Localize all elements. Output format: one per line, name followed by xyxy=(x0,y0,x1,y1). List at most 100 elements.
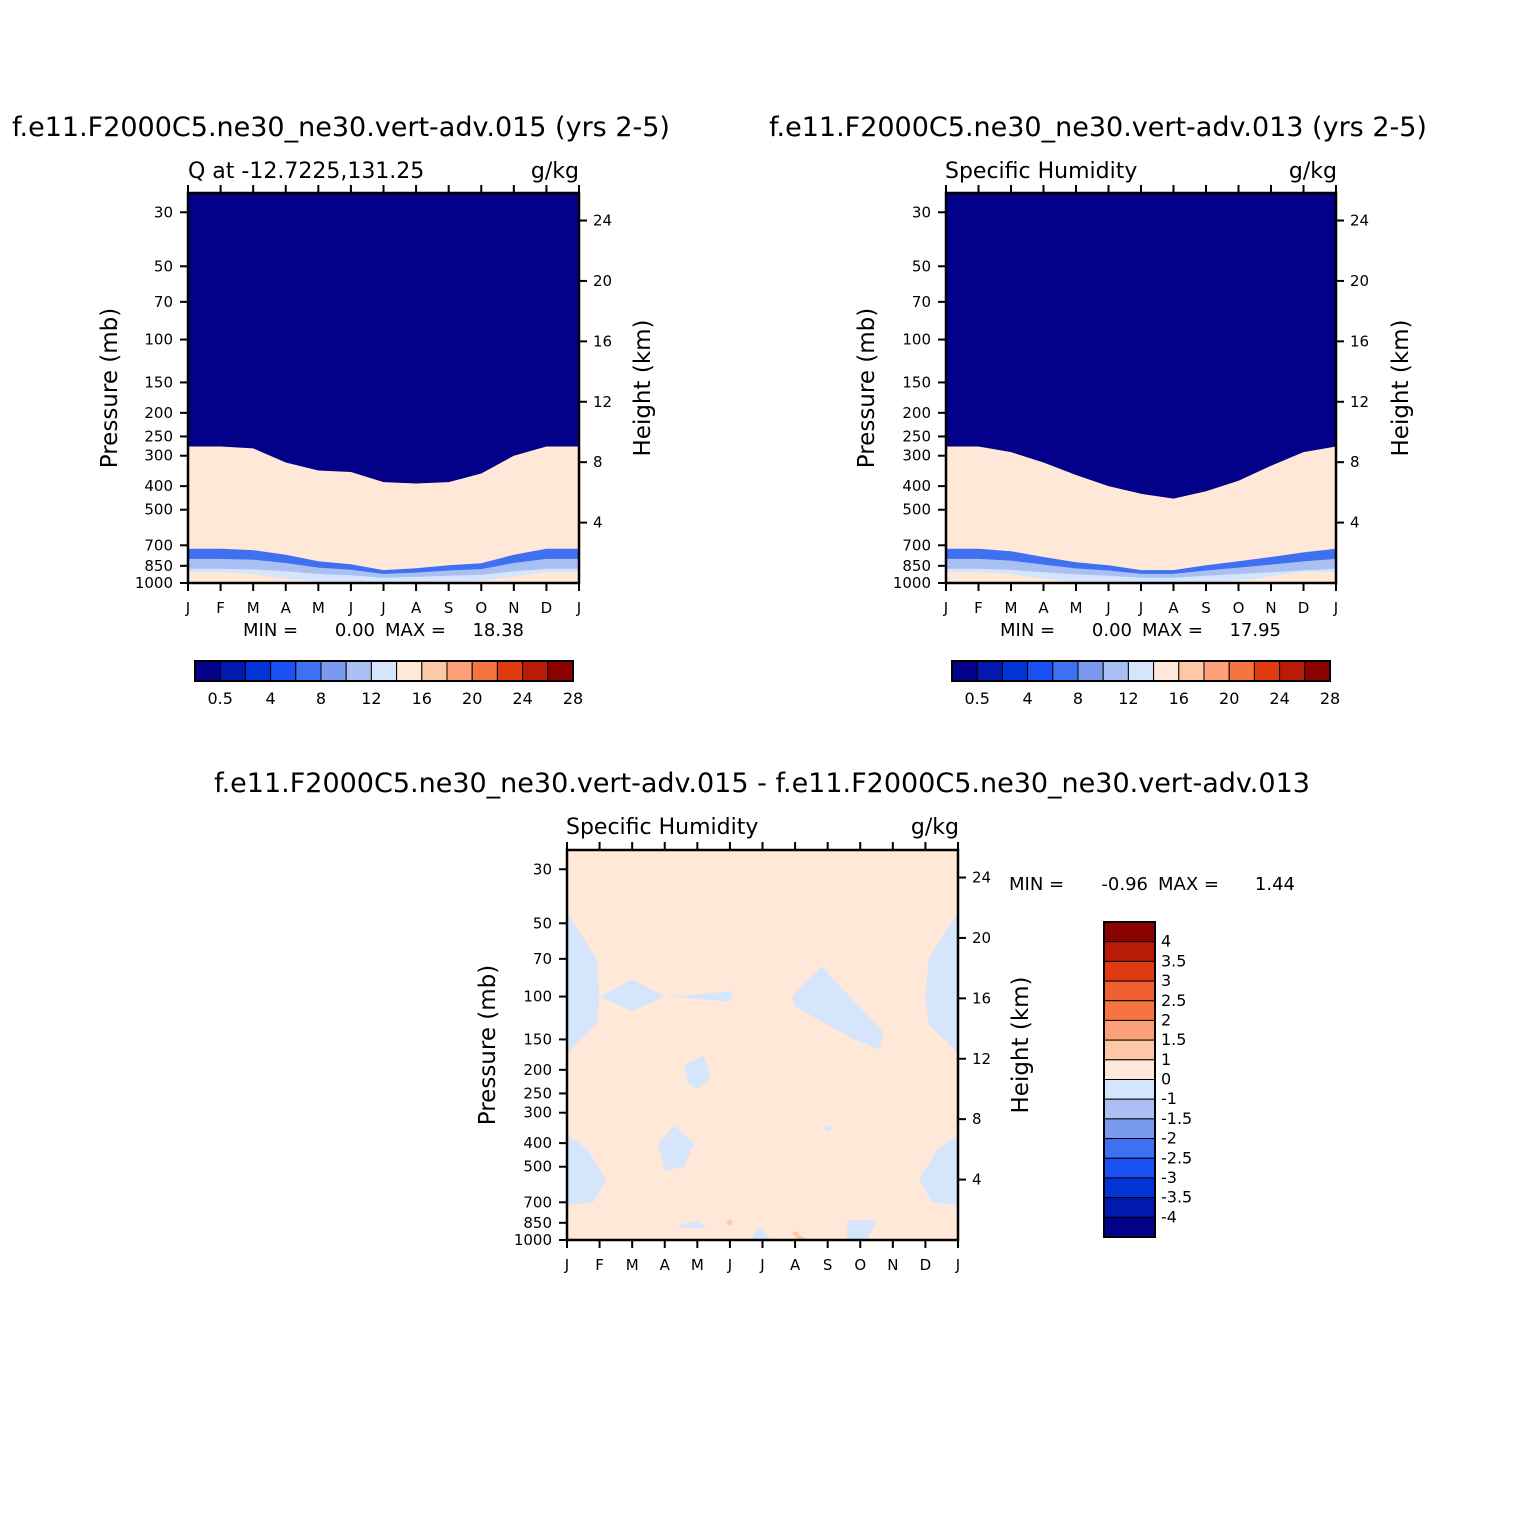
x-tick-label: F xyxy=(595,1256,604,1274)
panel2-subtitle-left: Specific Humidity xyxy=(945,159,1137,184)
x-tick-label: N xyxy=(1265,599,1276,617)
y2-tick-label: 20 xyxy=(1350,272,1369,290)
colorbar-swatch xyxy=(1203,660,1230,682)
y-tick-label: 400 xyxy=(144,477,173,495)
colorbar-frame xyxy=(194,660,574,682)
colorbar-swatch xyxy=(1103,1019,1156,1041)
colorbar-label: -1 xyxy=(1161,1089,1177,1108)
contour-band-background xyxy=(567,850,958,1240)
y-tick-label: 300 xyxy=(902,447,931,465)
x-tick-label: D xyxy=(1298,599,1310,617)
panel3-max-label: MAX = xyxy=(1158,874,1219,895)
x-tick-label: N xyxy=(887,1256,898,1274)
panel2-ylabel-right: Height (km) xyxy=(1388,319,1414,456)
colorbar-label: 16 xyxy=(412,689,432,708)
contour-negative-region xyxy=(791,966,884,1050)
colorbar-swatch xyxy=(1103,1197,1156,1218)
x-tick-label: O xyxy=(475,599,487,617)
x-tick-label: J xyxy=(1105,599,1110,617)
panel1-max-value: 18.38 xyxy=(472,620,524,641)
colorbar-label: 12 xyxy=(361,689,381,708)
colorbar-swatch xyxy=(194,660,221,682)
x-tick-label: O xyxy=(854,1256,866,1274)
x-tick-label: M xyxy=(1005,599,1018,617)
x-tick-label: J xyxy=(727,1256,732,1274)
colorbar-label: 20 xyxy=(1219,689,1239,708)
x-tick-label: J xyxy=(380,599,385,617)
colorbar-label: 12 xyxy=(1118,689,1138,708)
panel1-max-label: MAX = xyxy=(385,620,446,641)
colorbar-swatch xyxy=(1103,1118,1156,1140)
colorbar-label: -3 xyxy=(1161,1168,1177,1187)
y-tick-label: 100 xyxy=(902,331,931,349)
colorbar-label: -3.5 xyxy=(1161,1188,1192,1207)
colorbar-swatch xyxy=(1228,660,1255,682)
y-tick-label: 1000 xyxy=(893,574,931,592)
y-tick-label: 200 xyxy=(902,404,931,422)
colorbar-swatch xyxy=(1178,660,1205,682)
colorbar-swatch xyxy=(1103,1039,1156,1061)
panel2-axes: J F M A M J J A S O N D J 30 50 70 100 150 200 250 300 400 500… xyxy=(893,185,1369,617)
y-tick-label: 850 xyxy=(902,557,931,575)
colorbar-label: 2 xyxy=(1161,1010,1171,1029)
x-tick-label: J xyxy=(943,599,948,617)
colorbar-swatch xyxy=(1103,1000,1156,1021)
colorbar-swatch xyxy=(1304,660,1331,682)
contour-negative-region xyxy=(658,1125,695,1171)
colorbar-swatch xyxy=(421,660,448,682)
colorbar-label: 1 xyxy=(1161,1050,1171,1069)
y-tick-label: 1000 xyxy=(135,574,173,592)
contour-positive-region xyxy=(791,1231,809,1240)
x-tick-label: M xyxy=(1070,599,1083,617)
colorbar-swatch xyxy=(1103,941,1156,962)
contour-negative-region xyxy=(821,1125,831,1132)
y-tick-label: 50 xyxy=(533,914,552,932)
y-tick-label: 50 xyxy=(912,257,931,275)
y-tick-label: 300 xyxy=(523,1104,552,1122)
colorbar-label: -2 xyxy=(1161,1129,1177,1148)
y-tick-label: 70 xyxy=(154,293,173,311)
contour-band-0.5 xyxy=(188,446,579,583)
y2-tick-label: 16 xyxy=(972,989,991,1007)
y2-tick-label: 4 xyxy=(593,514,603,532)
y-tick-label: 200 xyxy=(144,404,173,422)
colorbar-frame xyxy=(1103,921,1156,1238)
colorbar-swatch xyxy=(320,660,347,682)
y-tick-label: 300 xyxy=(144,447,173,465)
panel3-ylabel: Pressure (mb) xyxy=(475,965,501,1125)
colorbar-label: 4 xyxy=(1023,689,1033,708)
colorbar-swatch xyxy=(951,660,978,682)
x-tick-label: F xyxy=(974,599,983,617)
y2-tick-label: 4 xyxy=(1350,514,1360,532)
x-tick-label: M xyxy=(691,1256,704,1274)
contour-negative-region xyxy=(749,1227,773,1240)
x-tick-label: J xyxy=(348,599,353,617)
colorbar-swatch xyxy=(1103,1157,1156,1179)
colorbar-swatch xyxy=(270,660,297,682)
colorbar-swatch xyxy=(1127,660,1155,682)
contour-negative-region xyxy=(599,979,665,1012)
y-tick-label: 500 xyxy=(144,501,173,519)
y-tick-label: 100 xyxy=(523,988,552,1006)
colorbar-label: -2.5 xyxy=(1161,1148,1192,1167)
panel3-subtitle-right: g/kg xyxy=(911,815,959,840)
colorbar-swatch xyxy=(496,660,524,682)
colorbar-swatch xyxy=(219,660,246,682)
y2-tick-label: 20 xyxy=(972,929,991,947)
y2-tick-label: 24 xyxy=(593,212,612,230)
x-tick-label: S xyxy=(823,1256,833,1274)
y2-tick-label: 16 xyxy=(1350,332,1369,350)
colorbar-swatch xyxy=(1103,1138,1156,1159)
x-tick-label: A xyxy=(790,1256,801,1274)
contour-band-0.5 xyxy=(946,446,1336,583)
y2-tick-label: 24 xyxy=(1350,212,1369,230)
panel2-contour-fill xyxy=(946,193,1336,583)
panel1-axes: J F M A M J J A S O N D J 30 50 70 100 150 200 250 300 400 500… xyxy=(135,185,612,617)
panel2-ylabel: Pressure (mb) xyxy=(854,308,880,468)
colorbar-label: -1.5 xyxy=(1161,1109,1192,1128)
contour-positive-region xyxy=(726,1219,734,1227)
panel3-subtitle-left: Specific Humidity xyxy=(566,815,758,840)
y-tick-label: 100 xyxy=(144,331,173,349)
y2-tick-label: 8 xyxy=(593,453,603,471)
colorbar-swatch xyxy=(1153,660,1180,682)
